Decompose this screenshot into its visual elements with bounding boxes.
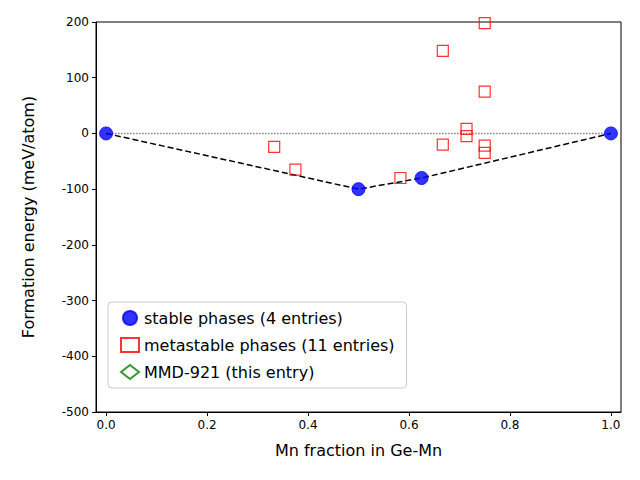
svg-text:0.2: 0.2 (198, 418, 217, 432)
svg-text:100: 100 (66, 71, 89, 85)
svg-text:-400: -400 (62, 349, 89, 363)
svg-text:0: 0 (81, 126, 89, 140)
svg-text:stable phases (4 entries): stable phases (4 entries) (144, 309, 343, 328)
svg-text:200: 200 (66, 15, 89, 29)
svg-text:-200: -200 (62, 238, 89, 252)
svg-text:0.0: 0.0 (97, 418, 116, 432)
svg-text:Mn fraction in Ge-Mn: Mn fraction in Ge-Mn (275, 441, 442, 460)
svg-text:-300: -300 (62, 294, 89, 308)
svg-text:Formation energy (meV/atom): Formation energy (meV/atom) (19, 96, 38, 338)
svg-text:-500: -500 (62, 405, 89, 419)
svg-text:MMD-921 (this entry): MMD-921 (this entry) (144, 363, 314, 382)
svg-text:1.0: 1.0 (601, 418, 620, 432)
svg-text:metastable phases (11 entries): metastable phases (11 entries) (144, 336, 395, 355)
svg-text:0.6: 0.6 (399, 418, 418, 432)
svg-text:-100: -100 (62, 182, 89, 196)
svg-text:0.8: 0.8 (500, 418, 519, 432)
svg-text:0.4: 0.4 (298, 418, 317, 432)
